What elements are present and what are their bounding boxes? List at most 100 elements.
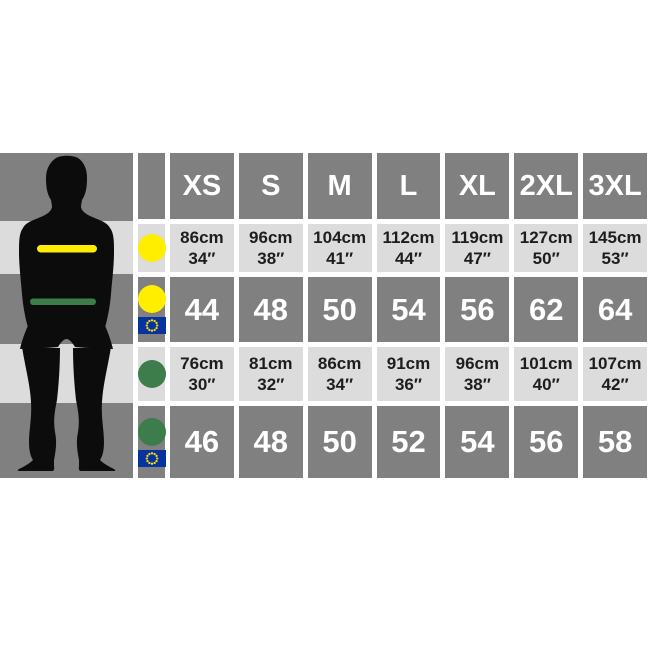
chest-cell-s: 96cm 38″ [238, 224, 303, 272]
waist-cell-2xl: 101cm 40″ [514, 347, 579, 401]
eu-flag-icon [137, 317, 166, 334]
eu-size-value: 46 [184, 424, 220, 459]
eu-size-value: 64 [597, 291, 633, 327]
header-cell-2xl: 2XL [514, 153, 579, 219]
chest-marker-cell [137, 224, 166, 272]
waist-cell-3xl: 107cm 42″ [583, 347, 647, 401]
cm-value: 104cm [313, 228, 367, 247]
figure-panel [0, 153, 133, 478]
waist-highlight-band [30, 298, 96, 305]
inch-value: 42″ [601, 375, 629, 394]
inch-value: 53″ [601, 249, 629, 268]
inch-value: 38″ [257, 249, 285, 268]
waist-eu-cell-2xl: 56 [514, 406, 579, 478]
cm-value: 96cm [455, 354, 500, 373]
inch-value: 38″ [463, 375, 491, 394]
chest-highlight-band [37, 245, 97, 253]
cm-value: 81cm [249, 354, 293, 373]
header-cell-s: S [238, 153, 303, 219]
yellow-dot-icon [137, 234, 166, 262]
eu-size-value: 50 [322, 291, 357, 327]
waist-cell-l: 91cm 36″ [376, 347, 441, 401]
inch-value: 34″ [188, 249, 216, 268]
key-header-cell [138, 153, 165, 219]
header-cell-m: M [307, 153, 372, 219]
inch-value: 44″ [394, 249, 423, 268]
chest-cell-l: 112cm 44″ [376, 224, 441, 272]
cm-value: 91cm [386, 354, 431, 373]
eu-size-value: 52 [391, 424, 426, 459]
yellow-dot-icon [137, 285, 166, 313]
chest-cell-3xl: 145cm 53″ [583, 224, 647, 272]
size-label: S [261, 169, 281, 202]
waist-cell-m: 86cm 34″ [307, 347, 372, 401]
eu-size-value: 54 [460, 424, 495, 459]
cm-value: 112cm [382, 228, 435, 247]
size-label: 3XL [588, 169, 642, 202]
eu-size-value: 62 [528, 291, 564, 327]
header-cell-xl: XL [445, 153, 510, 219]
waist-eu-cell-3xl: 58 [583, 406, 647, 478]
inch-value: 36″ [394, 375, 423, 394]
cm-value: 76cm [180, 354, 224, 373]
waist-cell-xs: 76cm 30″ [170, 347, 234, 401]
inch-value: 30″ [188, 375, 216, 394]
cm-value: 86cm [317, 354, 362, 373]
size-chart-table: XS 86cm 34″ 44 76cm 30″ 46 S 96cm 38″ 48 81cm 32″ 48 M… [0, 153, 647, 478]
eu-flag-icon [137, 449, 166, 467]
green-dot-icon [137, 360, 166, 388]
header-cell-l: L [376, 153, 441, 219]
chest-eu-cell-2xl: 62 [514, 277, 579, 342]
waist-eu-marker-cell [137, 406, 166, 478]
chest-cell-m: 104cm 41″ [307, 224, 372, 272]
chest-cell-xs: 86cm 34″ [170, 224, 234, 272]
waist-cell-s: 81cm 32″ [238, 347, 303, 401]
size-label: M [327, 169, 352, 202]
eu-size-value: 56 [528, 424, 564, 459]
cm-value: 145cm [588, 228, 642, 247]
chest-eu-cell-m: 50 [307, 277, 372, 342]
chest-eu-cell-3xl: 64 [583, 277, 647, 342]
chest-cell-2xl: 127cm 50″ [514, 224, 579, 272]
eu-size-value: 56 [460, 291, 495, 327]
size-label: XL [458, 169, 496, 202]
chest-eu-cell-l: 54 [376, 277, 441, 342]
chest-cell-xl: 119cm 47″ [445, 224, 510, 272]
inch-value: 41″ [326, 249, 354, 268]
inch-value: 40″ [532, 375, 560, 394]
waist-eu-cell-l: 52 [376, 406, 441, 478]
eu-size-value: 50 [322, 424, 357, 459]
header-cell-3xl: 3XL [583, 153, 647, 219]
waist-marker-cell [137, 347, 166, 401]
eu-size-value: 48 [253, 291, 289, 327]
chest-eu-cell-xl: 56 [445, 277, 510, 342]
inch-value: 34″ [326, 375, 354, 394]
size-label: L [399, 169, 418, 202]
cm-value: 86cm [180, 228, 224, 247]
size-label: 2XL [519, 169, 573, 202]
eu-size-value: 54 [391, 291, 426, 327]
male-silhouette [17, 155, 116, 471]
inch-value: 32″ [257, 375, 285, 394]
chest-eu-cell-s: 48 [238, 277, 303, 342]
inch-value: 47″ [463, 249, 491, 268]
header-cell-xs: XS [170, 153, 234, 219]
waist-cell-xl: 96cm 38″ [445, 347, 510, 401]
cm-value: 107cm [588, 354, 642, 373]
green-dot-icon [137, 417, 166, 446]
waist-eu-cell-m: 50 [307, 406, 372, 478]
cm-value: 119cm [451, 228, 504, 247]
eu-size-value: 48 [253, 424, 289, 459]
waist-eu-cell-xs: 46 [170, 406, 234, 478]
size-label: XS [182, 169, 222, 202]
cm-value: 101cm [519, 354, 573, 373]
waist-eu-cell-s: 48 [238, 406, 303, 478]
cm-value: 96cm [249, 228, 293, 247]
chest-eu-marker-cell [137, 277, 166, 342]
waist-eu-cell-xl: 54 [445, 406, 510, 478]
eu-size-value: 58 [597, 424, 633, 459]
inch-value: 50″ [532, 249, 560, 268]
eu-size-value: 44 [184, 291, 220, 327]
chest-eu-cell-xs: 44 [170, 277, 234, 342]
